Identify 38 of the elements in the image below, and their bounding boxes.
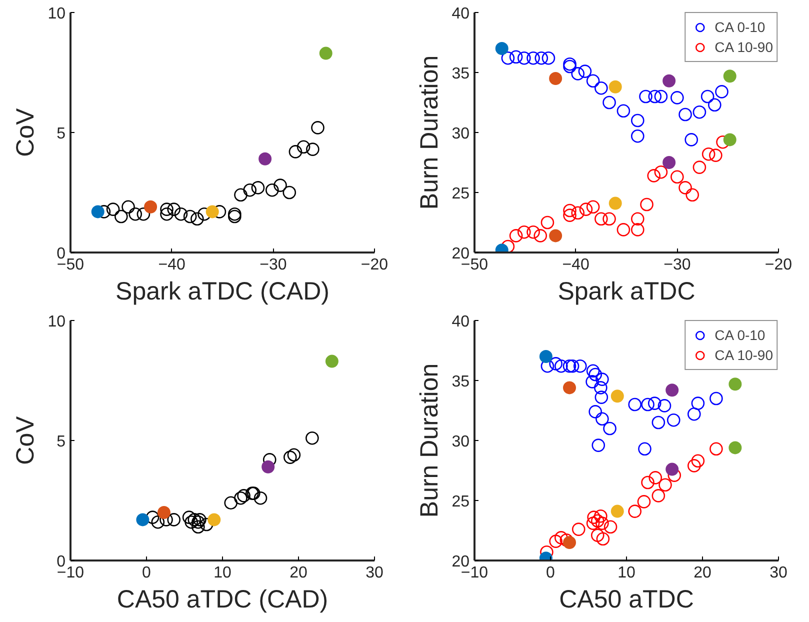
- x-tick-label: 0: [142, 564, 152, 582]
- x-tick-label: 10: [214, 564, 232, 582]
- y-axis-title: CoV: [12, 108, 40, 157]
- y-tick-label: 35: [452, 374, 470, 390]
- y-axis-title: Burn Duration: [416, 363, 444, 518]
- x-tick-label: −40: [562, 256, 590, 274]
- x-tick-label: 10: [618, 564, 636, 582]
- x-tick-label: 30: [770, 564, 788, 582]
- x-axis-title: Spark aTDC: [558, 278, 696, 306]
- y-tick-label: 25: [452, 186, 470, 202]
- x-axis-title: CA50 aTDC: [559, 586, 694, 614]
- y-tick-label: 30: [452, 434, 470, 450]
- x-tick-label: 20: [290, 564, 308, 582]
- y-tick-label: 40: [452, 6, 470, 22]
- y-axis-title: Burn Duration: [416, 55, 444, 210]
- legend-label: CA 10-90: [714, 347, 773, 363]
- y-axis-title: CoV: [12, 416, 40, 465]
- y-tick-label: 5: [56, 126, 66, 142]
- y-tick-label: 10: [48, 6, 66, 22]
- y-tick-label: 30: [452, 126, 470, 142]
- y-tick-label: 5: [56, 434, 66, 450]
- y-tick-label: 25: [452, 494, 470, 510]
- x-tick-label: 20: [694, 564, 712, 582]
- x-tick-label: 30: [366, 564, 384, 582]
- x-tick-label: −30: [664, 256, 691, 274]
- x-tick-label: −20: [764, 256, 792, 274]
- legend-label: CA 0-10: [714, 19, 766, 35]
- x-tick-label: −20: [360, 256, 388, 274]
- y-tick-label: 35: [452, 66, 470, 82]
- legend-label: CA 10-90: [714, 39, 773, 55]
- x-tick-label: −40: [158, 256, 186, 274]
- x-tick-label: −30: [260, 256, 287, 274]
- x-tick-label: 0: [546, 564, 556, 582]
- x-axis-title: Spark aTDC (CAD): [116, 278, 330, 306]
- legend-label: CA 0-10: [714, 327, 766, 343]
- y-tick-label: 40: [452, 314, 470, 330]
- x-axis-title: CA50 aTDC (CAD): [116, 586, 328, 614]
- y-tick-label: 10: [48, 314, 66, 330]
